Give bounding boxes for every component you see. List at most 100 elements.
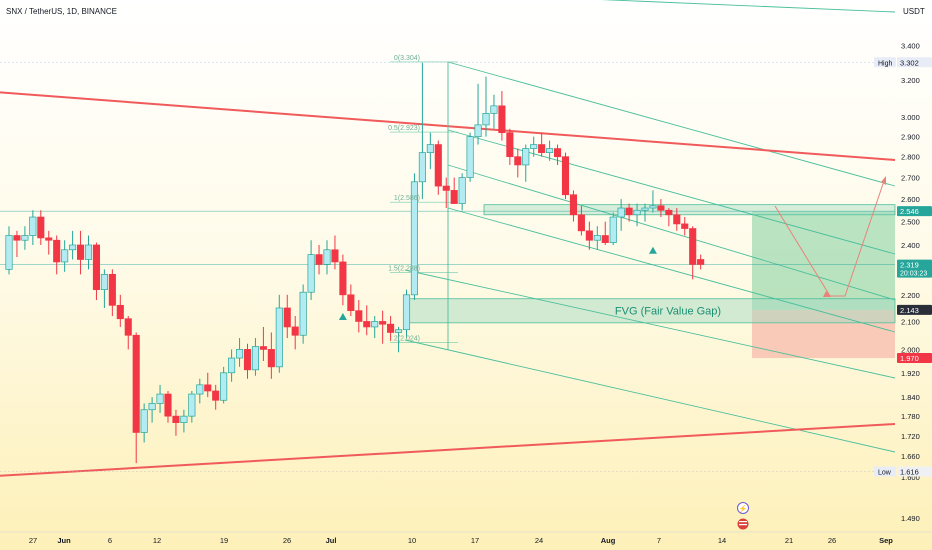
candle-body-8: [69, 244, 77, 251]
candle-84: [673, 208, 681, 231]
x-tick-label-8: 17: [471, 536, 479, 545]
candle-4: [37, 210, 45, 245]
price-badge-bg-3: [897, 304, 932, 315]
candle-body-78: [625, 207, 633, 216]
candle-body-65: [522, 148, 530, 166]
candle-63: [506, 128, 514, 165]
candle-body-61: [490, 105, 498, 114]
x-tick-label-1: Jun: [57, 536, 71, 545]
price-badge-tag-bg-0: [874, 57, 896, 68]
candle-42: [339, 254, 347, 306]
price-badge-value-2: 2.319: [900, 261, 919, 270]
candle-18: [148, 397, 156, 423]
y-tick-label-15: 1.720: [901, 432, 920, 441]
candle-24: [196, 378, 204, 404]
candle-40: [323, 240, 331, 275]
lightning-icon: [737, 502, 749, 514]
candle-body-54: [434, 144, 442, 187]
price-badge-tag-bg-5: [874, 466, 896, 477]
lower-trendline: [0, 423, 896, 477]
fib-level-label-2: 1(2.586): [394, 195, 420, 202]
price-badge-timer-2: 20:03:23: [900, 271, 927, 278]
candle-body-86: [689, 228, 697, 265]
candle-77: [617, 199, 625, 231]
candle-body-3: [29, 216, 37, 236]
candle-48: [387, 316, 395, 341]
candle-body-59: [474, 124, 482, 137]
price-badge-tag-0: High: [878, 60, 893, 67]
candle-body-39: [315, 254, 323, 265]
y-tick-label-3: 2.900: [901, 133, 920, 142]
projected-path: [774, 177, 886, 297]
candle-64: [514, 148, 522, 178]
price-badge-bg-0: [897, 57, 932, 68]
candle-body-30: [243, 349, 252, 371]
candle-body-43: [347, 294, 355, 312]
candle-56: [450, 177, 458, 204]
candle-body-84: [673, 214, 681, 225]
symbol-title: SNX / TetherUS, 1D, BINANCE: [6, 7, 117, 16]
price-badge-bg-4: [897, 353, 932, 364]
candle-79: [633, 203, 641, 227]
candle-23: [188, 390, 196, 423]
candle-body-31: [251, 346, 260, 371]
us-flag-stripe-2: [739, 524, 747, 526]
candle-60: [482, 76, 490, 137]
candle-body-45: [363, 321, 371, 328]
candle-13: [108, 269, 116, 317]
candle-body-27: [220, 372, 228, 401]
candle-29: [236, 338, 244, 367]
candle-body-7: [61, 249, 69, 263]
channel-line-0: [601, 0, 896, 13]
candle-7: [61, 240, 69, 272]
candle-body-87: [697, 259, 705, 265]
candle-16: [132, 332, 140, 464]
projected-path-arrow-high: [881, 176, 886, 185]
resistance-zone: [483, 204, 896, 216]
price-badge-value-3: 2.143: [900, 306, 919, 315]
lightning-icon-glyph: ⚡: [739, 504, 748, 513]
candle-body-68: [546, 148, 554, 153]
candle-body-26: [212, 390, 220, 401]
candle-body-71: [569, 194, 578, 216]
candle-26: [212, 384, 220, 410]
candle-body-42: [339, 261, 347, 296]
candle-body-80: [641, 207, 649, 211]
candle-30: [243, 343, 252, 379]
y-tick-label-2: 3.000: [901, 113, 920, 122]
candle-71: [569, 190, 578, 222]
candle-body-63: [506, 132, 514, 158]
candle-body-51: [410, 181, 419, 296]
x-tick-label-3: 12: [153, 536, 161, 545]
candle-body-13: [108, 274, 116, 306]
candle-59: [474, 83, 482, 145]
candle-body-32: [259, 346, 267, 350]
candle-body-36: [291, 326, 299, 336]
candle-67: [538, 132, 546, 157]
candle-body-47: [379, 321, 387, 325]
candle-body-41: [331, 249, 339, 263]
candle-body-85: [681, 223, 689, 229]
triangle-marker-1: [648, 246, 657, 254]
candle-86: [689, 226, 697, 280]
candle-body-53: [426, 144, 434, 153]
candle-66: [530, 136, 538, 157]
candle-body-38: [307, 254, 315, 293]
candle-20: [164, 390, 172, 423]
candle-38: [307, 240, 315, 301]
fib-level-label-0: 0(3.304): [394, 55, 420, 62]
candle-69: [553, 144, 562, 165]
candle-body-60: [482, 113, 490, 126]
candle-body-5: [45, 237, 53, 241]
candle-31: [251, 338, 260, 376]
x-tick-label-2: 6: [108, 536, 112, 545]
x-tick-label-4: 19: [220, 536, 228, 545]
price-badge-bg-1: [897, 206, 932, 217]
y-tick-label-5: 2.700: [901, 174, 920, 183]
candle-74: [593, 226, 601, 250]
price-badge-value-5: 1.616: [900, 468, 919, 477]
candle-11: [92, 242, 101, 301]
candle-body-77: [617, 207, 625, 218]
y-tick-label-18: 1.490: [901, 514, 920, 523]
